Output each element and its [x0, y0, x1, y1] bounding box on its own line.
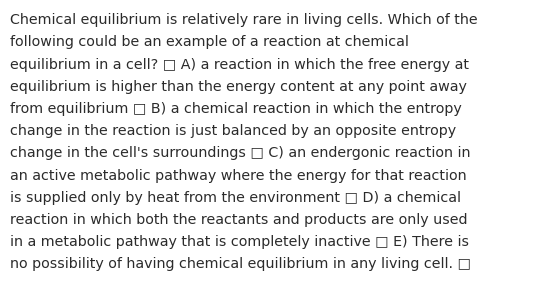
- Text: Chemical equilibrium is relatively rare in living cells. Which of the: Chemical equilibrium is relatively rare …: [10, 13, 478, 27]
- Text: reaction in which both the reactants and products are only used: reaction in which both the reactants and…: [10, 213, 468, 227]
- Text: change in the cell's surroundings □ C) an endergonic reaction in: change in the cell's surroundings □ C) a…: [10, 146, 470, 160]
- Text: is supplied only by heat from the environment □ D) a chemical: is supplied only by heat from the enviro…: [10, 191, 461, 205]
- Text: equilibrium in a cell? □ A) a reaction in which the free energy at: equilibrium in a cell? □ A) a reaction i…: [10, 58, 469, 71]
- Text: in a metabolic pathway that is completely inactive □ E) There is: in a metabolic pathway that is completel…: [10, 235, 469, 249]
- Text: equilibrium is higher than the energy content at any point away: equilibrium is higher than the energy co…: [10, 80, 467, 94]
- Text: from equilibrium □ B) a chemical reaction in which the entropy: from equilibrium □ B) a chemical reactio…: [10, 102, 462, 116]
- Text: change in the reaction is just balanced by an opposite entropy: change in the reaction is just balanced …: [10, 124, 456, 138]
- Text: following could be an example of a reaction at chemical: following could be an example of a react…: [10, 35, 409, 50]
- Text: no possibility of having chemical equilibrium in any living cell. □: no possibility of having chemical equili…: [10, 257, 471, 271]
- Text: an active metabolic pathway where the energy for that reaction: an active metabolic pathway where the en…: [10, 168, 466, 183]
